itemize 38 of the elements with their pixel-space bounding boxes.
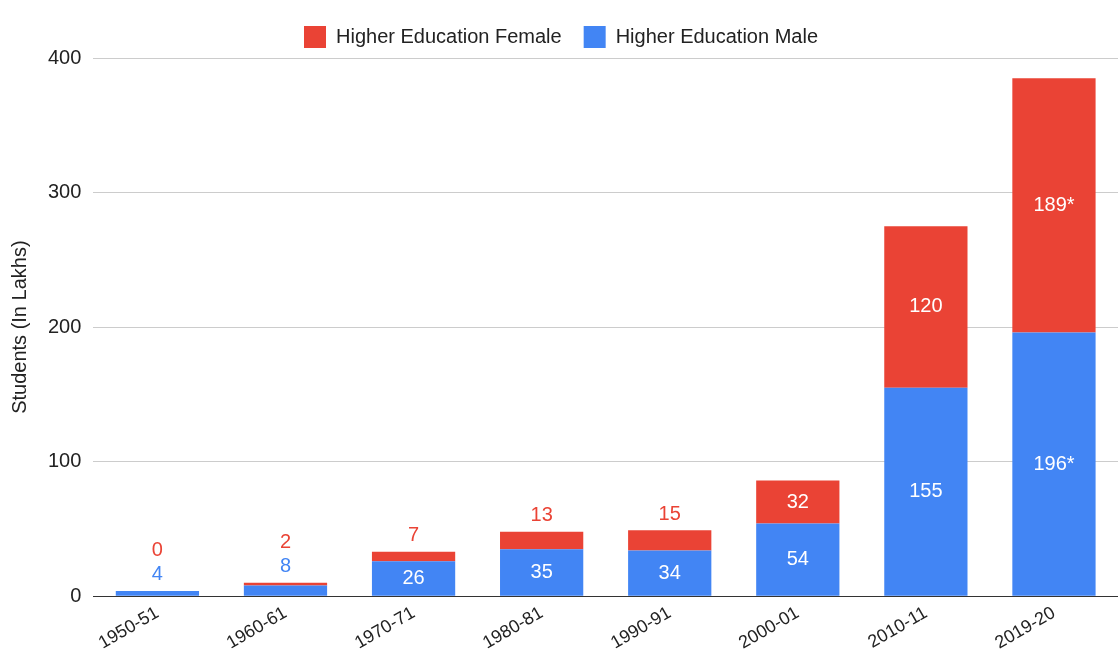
data-label: 7 <box>408 523 420 546</box>
bar <box>884 387 968 596</box>
bar <box>1012 332 1096 596</box>
data-label: 32 <box>786 489 809 512</box>
y-tick-label: 400 <box>47 45 82 68</box>
bar <box>628 530 712 551</box>
bar <box>628 550 712 596</box>
bar <box>371 561 456 596</box>
y-tick-label: 300 <box>47 180 82 203</box>
y-axis-title: Students (In Lakhs) <box>7 240 30 414</box>
data-label: 35 <box>530 559 553 582</box>
bar <box>500 531 584 550</box>
data-label: 34 <box>658 560 681 583</box>
data-label: 4 <box>151 562 163 585</box>
data-label: 26 <box>402 566 425 589</box>
legend-label: Higher Education Male <box>615 24 819 47</box>
data-label: 13 <box>530 503 553 526</box>
bar <box>884 226 968 388</box>
bar <box>371 551 456 562</box>
y-tick-label: 0 <box>70 583 82 606</box>
y-tick-label: 200 <box>47 314 82 337</box>
bar <box>1012 78 1096 333</box>
bar <box>756 523 840 596</box>
bar <box>500 549 584 596</box>
data-label: 0 <box>151 538 163 561</box>
data-label: 189* <box>1033 192 1075 215</box>
bar <box>756 480 840 524</box>
data-label: 8 <box>279 554 292 577</box>
data-label: 120 <box>909 294 943 317</box>
legend-label: Higher Education Female <box>336 24 562 47</box>
data-label: 196* <box>1033 451 1075 474</box>
bar <box>115 590 200 596</box>
data-label: 54 <box>786 547 809 570</box>
y-tick-label: 100 <box>47 449 82 472</box>
data-label: 2 <box>279 530 292 553</box>
data-label: 155 <box>909 479 943 502</box>
data-label: 15 <box>658 501 681 524</box>
bar <box>243 585 328 596</box>
